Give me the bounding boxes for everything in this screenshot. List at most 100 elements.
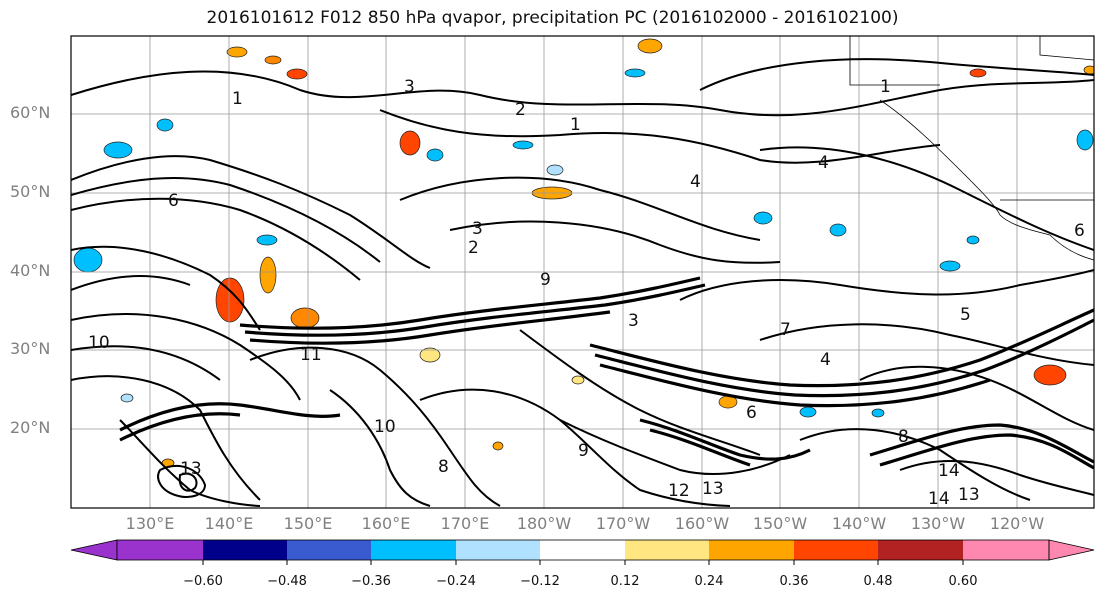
precip-patch xyxy=(399,130,421,156)
colorbar-tick-label: 0.60 xyxy=(948,574,978,589)
contour-label: 4 xyxy=(820,350,831,370)
contour-bands xyxy=(119,276,1094,470)
colorbar-tick-label: 0.24 xyxy=(694,574,724,589)
precip-patch xyxy=(799,406,817,418)
contour-label: 13 xyxy=(702,479,724,499)
colorbar-cell xyxy=(287,540,371,560)
contour-label: 6 xyxy=(746,403,757,423)
lat-label: 50°N xyxy=(10,182,51,201)
lon-label: 160°W xyxy=(674,514,730,533)
lat-label: 30°N xyxy=(10,339,51,358)
precip-patch xyxy=(546,164,564,176)
precip-shading xyxy=(73,38,1094,468)
contour-label: 3 xyxy=(404,77,415,97)
contour-label: 14 xyxy=(928,489,950,509)
lon-label: 180°W xyxy=(516,514,572,533)
colorbar-cell xyxy=(117,540,203,560)
precip-patch xyxy=(120,393,134,403)
colorbar-tick-label: −0.60 xyxy=(183,574,223,589)
contour-label: 1 xyxy=(570,115,581,135)
contour-label: 12 xyxy=(668,481,690,501)
coastlines xyxy=(849,36,1094,261)
precip-patch xyxy=(103,141,133,159)
contour-label: 9 xyxy=(540,270,551,290)
colorbar-cell xyxy=(963,540,1049,560)
contour-label: 13 xyxy=(958,485,980,505)
contour-label: 5 xyxy=(960,305,971,325)
contour-label: 1 xyxy=(232,89,243,109)
precip-patch xyxy=(1033,364,1067,386)
lon-label: 150°W xyxy=(752,514,808,533)
lat-label: 60°N xyxy=(10,103,51,122)
colorbar-tick-label: −0.12 xyxy=(520,574,560,589)
precip-patch xyxy=(939,260,961,272)
colorbar-tick-label: 0.12 xyxy=(610,574,640,589)
contour-label: 14 xyxy=(938,461,960,481)
precip-patch xyxy=(256,234,278,246)
contour-label: 2 xyxy=(468,238,479,258)
colorbar-min-extend xyxy=(70,539,118,561)
lon-label: 170°W xyxy=(595,514,651,533)
precip-patch xyxy=(73,247,103,273)
colorbar-ticks xyxy=(202,560,964,565)
lon-label: 160°E xyxy=(361,514,411,533)
contour-label: 10 xyxy=(88,333,110,353)
lon-label: 150°E xyxy=(283,514,333,533)
colorbar-tick-label: −0.48 xyxy=(267,574,307,589)
contour-label: 9 xyxy=(578,441,589,461)
colorbar-tick-label: −0.36 xyxy=(351,574,391,589)
precip-patch xyxy=(259,256,277,294)
lon-label: 140°W xyxy=(831,514,887,533)
colorbar-tick-label: 0.48 xyxy=(863,574,893,589)
precip-patch xyxy=(571,375,585,385)
contour-label: 2 xyxy=(515,100,526,120)
colorbar-outline xyxy=(116,539,1050,561)
contour-label: 8 xyxy=(438,457,449,477)
colorbar-cell xyxy=(203,540,287,560)
lon-label: 130°W xyxy=(910,514,966,533)
lat-label: 20°N xyxy=(10,418,51,437)
colorbar xyxy=(70,539,1095,565)
contour-label: 3 xyxy=(628,311,639,331)
lat-label: 40°N xyxy=(10,261,51,280)
contour-label: 13 xyxy=(180,459,202,479)
contour-label: 4 xyxy=(818,153,829,173)
map-title: 2016101612 F012 850 hPa qvapor, precipit… xyxy=(206,8,899,28)
lon-label: 120°W xyxy=(989,514,1045,533)
precip-patch xyxy=(156,118,174,132)
precip-patch xyxy=(1076,129,1094,151)
precip-patch xyxy=(492,441,504,451)
precip-patch xyxy=(637,38,663,54)
map-frame xyxy=(70,35,1095,509)
colorbar-cell xyxy=(878,540,963,560)
contour-label: 11 xyxy=(300,345,322,365)
colorbar-cell xyxy=(371,540,456,560)
contour-label: 6 xyxy=(168,191,179,211)
precip-patch xyxy=(969,68,987,78)
lon-label: 130°E xyxy=(125,514,175,533)
colorbar-cell xyxy=(540,540,625,560)
precip-patch xyxy=(829,223,847,237)
precip-patch xyxy=(286,68,308,80)
contour-labels: 1 1 1 2 2 3 3 3 4 4 4 5 6 6 6 7 8 8 9 9 … xyxy=(88,77,1085,509)
contour-label: 10 xyxy=(374,417,396,437)
colorbar-max-extend xyxy=(1048,539,1095,561)
colorbar-cell xyxy=(709,540,794,560)
contour-label: 4 xyxy=(690,172,701,192)
lon-label: 170°E xyxy=(440,514,490,533)
precip-patch xyxy=(512,140,534,150)
colorbar-cell xyxy=(456,540,540,560)
contour-label: 7 xyxy=(780,320,791,340)
colorbar-tick-label: 0.36 xyxy=(779,574,809,589)
contour-label: 6 xyxy=(1074,221,1085,241)
map-area: 1 1 1 2 2 3 3 3 4 4 4 5 6 6 6 7 8 8 9 9 … xyxy=(71,36,1094,509)
colorbar-cell xyxy=(625,540,709,560)
contour-label: 3 xyxy=(472,219,483,239)
precip-patch xyxy=(624,68,646,78)
contour-label: 1 xyxy=(880,77,891,97)
colorbar-tick-label: −0.24 xyxy=(436,574,476,589)
colorbar-cell xyxy=(794,540,878,560)
precip-patch xyxy=(426,148,444,162)
graticule xyxy=(71,36,1094,508)
